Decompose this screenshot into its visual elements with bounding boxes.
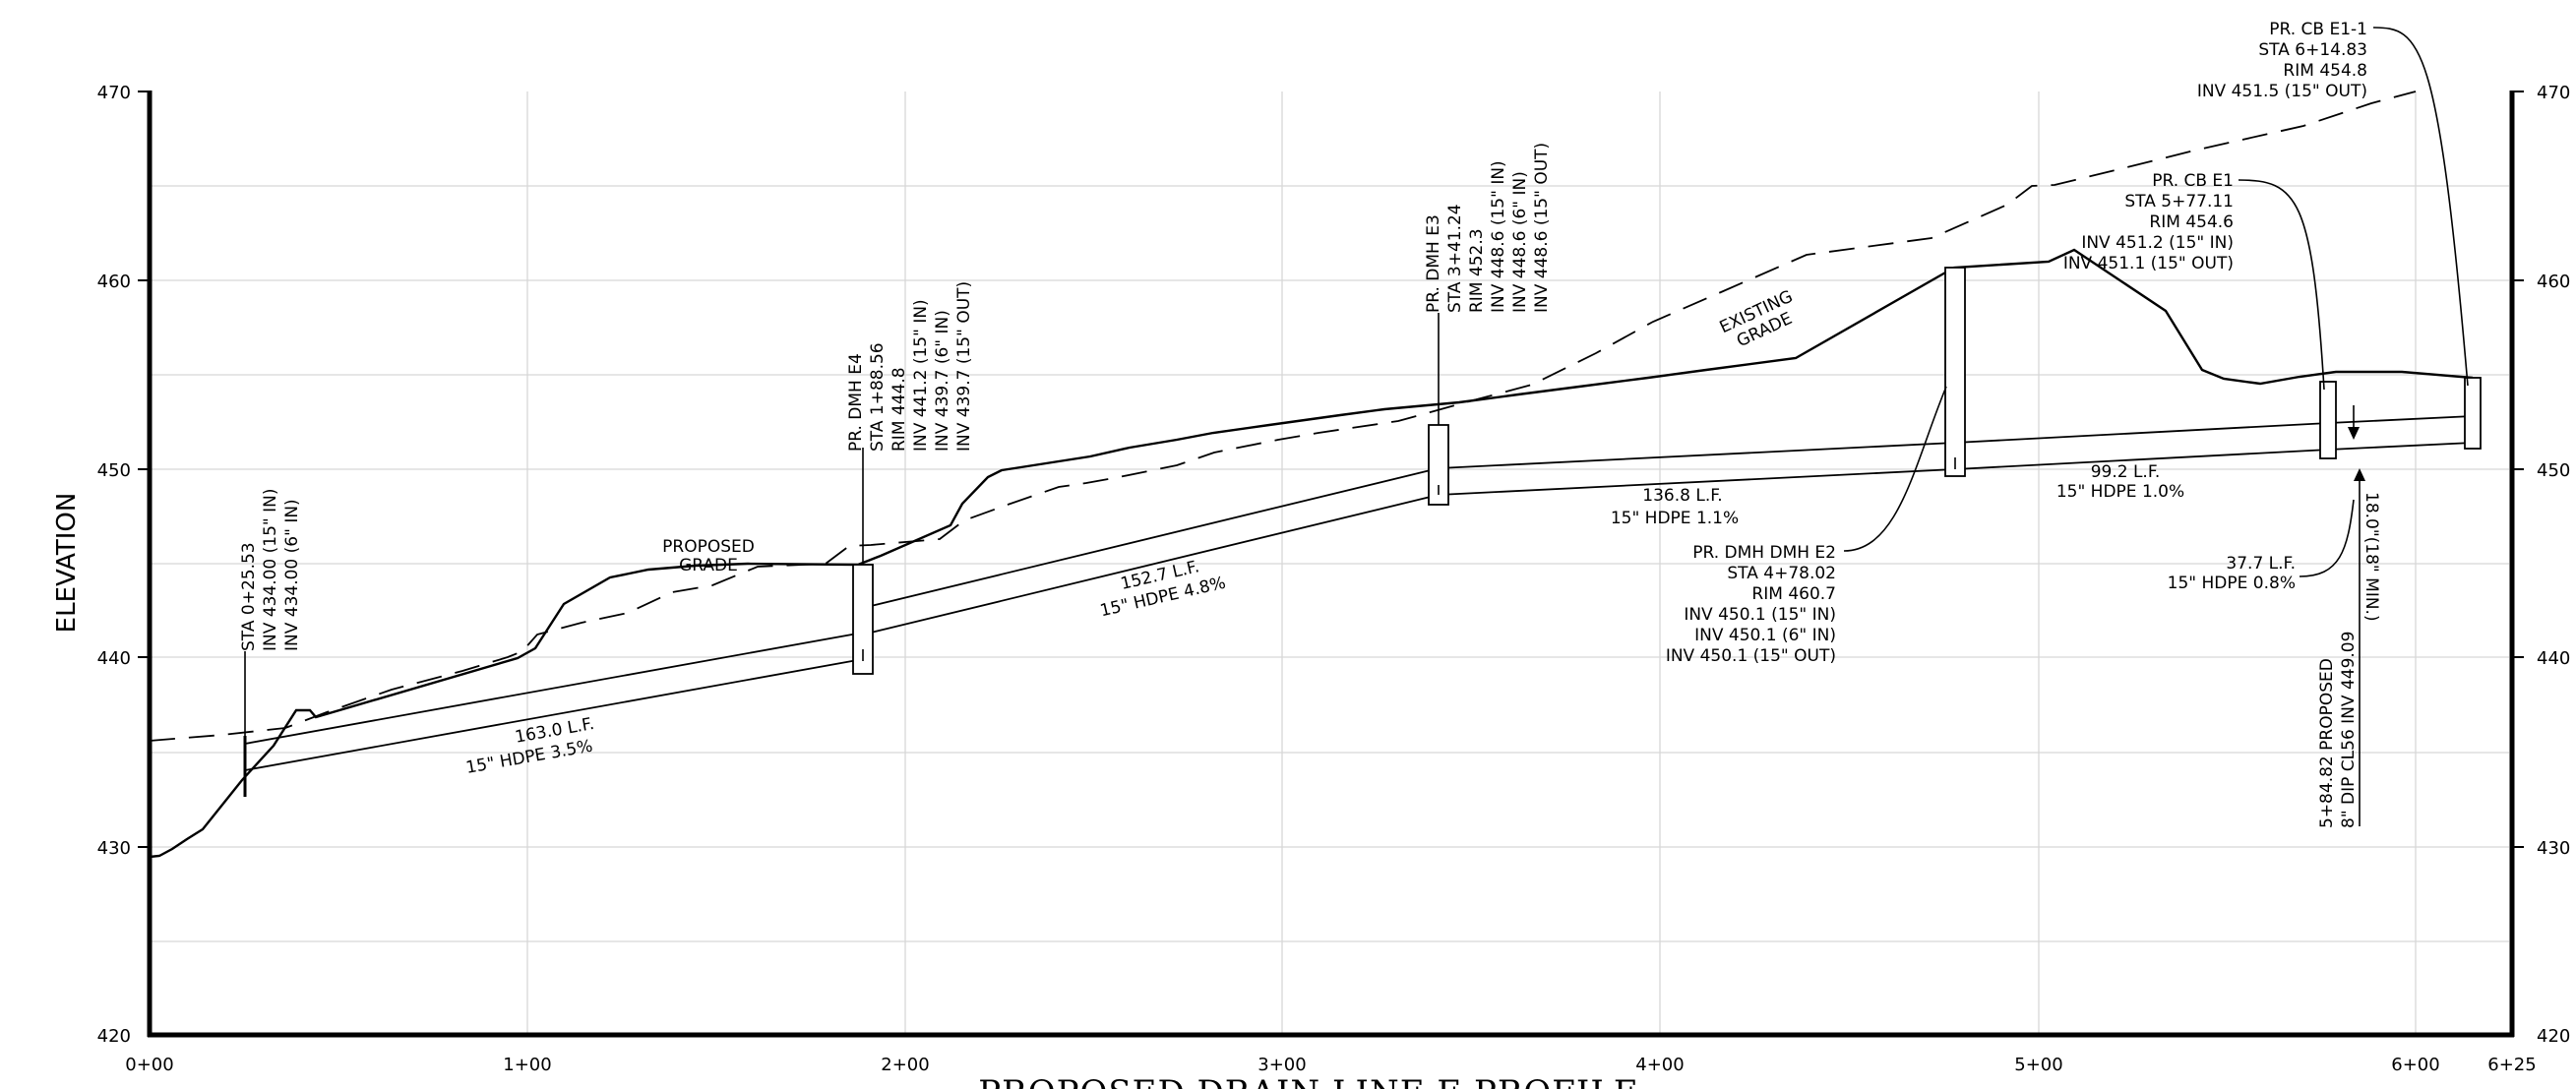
dmh-e4-line-5: INV 439.7 (6" IN)	[933, 310, 952, 452]
elev-label-460-right: 460	[2537, 272, 2570, 292]
pipe-bottom-run-3	[1438, 468, 1956, 496]
proposed-grade-label-2: GRADE	[679, 556, 738, 575]
station-labels: 0+00 1+00 2+00 3+00 4+00 5+00 6+00 6+25	[125, 1055, 2536, 1075]
pipe-top-run-1	[244, 632, 864, 745]
cb-e1-line-4: INV 451.2 (15" IN)	[2081, 233, 2234, 253]
station-label-0: 0+00	[125, 1055, 173, 1075]
dmh-e2-line-4: INV 450.1 (15" IN)	[1684, 605, 1836, 625]
cb-e1-line-3: RIM 454.6	[2149, 212, 2234, 232]
elev-label-420-left: 420	[97, 1026, 131, 1047]
station-label-5: 5+00	[2014, 1055, 2062, 1075]
cb-e1-line-5: INV 451.1 (15" OUT)	[2063, 254, 2234, 273]
cb-e1-line-1: PR. CB E1	[2152, 171, 2234, 191]
cb-e1-1-line-4: INV 451.5 (15" OUT)	[2197, 82, 2367, 101]
catch-basin-e1	[2319, 381, 2337, 459]
clearance-label: 18.0"(18" MIN.)	[2361, 492, 2381, 622]
dmh-e4-line-4: INV 441.2 (15" IN)	[911, 299, 931, 452]
drawing-title: PROPOSED DRAIN LINE E PROFILE	[978, 1073, 1638, 1089]
dmh-e2-line-5: INV 450.1 (6" IN)	[1694, 626, 1836, 645]
elevation-ticks	[138, 91, 2524, 848]
crossing-marks	[2348, 405, 2365, 826]
leaders	[244, 27, 2469, 736]
elev-label-440-right: 440	[2537, 648, 2570, 669]
elev-label-430-left: 430	[97, 838, 131, 859]
plot-frame	[147, 91, 2515, 1038]
crossing-line-1: 5+84.82 PROPOSED	[2317, 658, 2337, 828]
dmh-e3-line-4: INV 448.6 (15" IN)	[1489, 160, 1508, 313]
elevation-axis-label: ELEVATION	[52, 493, 82, 634]
dmh-e4-line-6: INV 439.7 (15" OUT)	[954, 281, 974, 452]
station-label-6: 6+00	[2391, 1055, 2439, 1075]
existing-grade-line	[149, 91, 2417, 742]
pipe-top-run-2	[862, 467, 1440, 609]
cb-e1-1-line-3: RIM 454.8	[2283, 61, 2367, 81]
dmh-e2-line-3: RIM 460.7	[1751, 584, 1836, 604]
manhole-e2	[1944, 267, 1966, 477]
pipe-top-run-5	[2328, 415, 2474, 424]
start-sta-line-3: INV 434.00 (6" IN)	[282, 499, 302, 651]
pipe-run-4-spec: 15" HDPE 1.0%	[2056, 482, 2184, 502]
dmh-e3-line-2: STA 3+41.24	[1445, 204, 1465, 313]
elevation-labels-left: 420 430 440 450 460 470	[97, 83, 131, 1047]
pipe-bottom-run-2	[862, 494, 1440, 635]
crossing-line-2: 8" DIP CL56 INV 449.09	[2339, 632, 2359, 828]
pipe-bottom-run-4	[1954, 449, 2330, 470]
proposed-grade-label-1: PROPOSED	[662, 537, 755, 557]
pipe-run-3-spec: 15" HDPE 1.1%	[1611, 509, 1739, 528]
catch-basin-e1-1	[2464, 377, 2482, 450]
pipe-run-5-spec: 15" HDPE 0.8%	[2168, 574, 2296, 593]
proposed-grade-line	[149, 248, 2474, 859]
station-label-end: 6+25	[2487, 1055, 2536, 1075]
pipe-run-5-length: 37.7 L.F.	[2226, 554, 2296, 574]
pipe-bottom-run-5	[2328, 442, 2474, 451]
pipe-run-3-length: 136.8 L.F.	[1642, 486, 1722, 506]
elev-label-460-left: 460	[97, 272, 131, 292]
cb-e1-1-line-2: STA 6+14.83	[2258, 40, 2367, 60]
pipe-runs	[244, 415, 2474, 771]
elev-label-440-left: 440	[97, 648, 131, 669]
dmh-e4-line-1: PR. DMH E4	[846, 353, 866, 452]
station-label-1: 1+00	[503, 1055, 551, 1075]
start-sta-line-2: INV 434.00 (15" IN)	[261, 488, 280, 651]
cb-e1-1-line-1: PR. CB E1-1	[2269, 20, 2367, 39]
elev-label-450-right: 450	[2537, 460, 2570, 481]
dmh-e3-line-5: INV 448.6 (6" IN)	[1510, 171, 1530, 313]
dmh-e2-line-1: PR. DMH DMH E2	[1692, 543, 1836, 563]
pipe-run-4-length: 99.2 L.F.	[2091, 462, 2161, 482]
dmh-e2-line-2: STA 4+78.02	[1727, 564, 1836, 583]
pipe-top-run-4	[1954, 422, 2330, 444]
elevation-labels-right: 420 430 440 450 460 470	[2537, 83, 2570, 1047]
dmh-e3-line-1: PR. DMH E3	[1424, 214, 1443, 313]
dmh-e3-line-6: INV 448.6 (15" OUT)	[1532, 143, 1552, 313]
dmh-e4-line-2: STA 1+88.56	[868, 342, 888, 452]
elev-label-420-right: 420	[2537, 1026, 2570, 1047]
elev-label-450-left: 450	[97, 460, 131, 481]
elev-label-470-left: 470	[97, 83, 131, 103]
dmh-e3-line-3: RIM 452.3	[1467, 228, 1487, 313]
dmh-e2-line-6: INV 450.1 (15" OUT)	[1666, 646, 1836, 666]
elev-label-470-right: 470	[2537, 83, 2570, 103]
annotations: PROPOSED GRADE EXISTING GRADE STA 0+25.5…	[239, 20, 2381, 828]
grid	[150, 91, 2509, 1035]
start-sta-line-1: STA 0+25.53	[239, 542, 259, 651]
elev-label-430-right: 430	[2537, 838, 2570, 859]
pipe-top-run-3	[1438, 442, 1956, 469]
station-label-4: 4+00	[1635, 1055, 1684, 1075]
pipe-bottom-run-1	[244, 658, 864, 771]
station-label-3: 3+00	[1257, 1055, 1306, 1075]
cb-e1-line-2: STA 5+77.11	[2124, 192, 2234, 212]
dmh-e4-line-3: RIM 444.8	[889, 367, 909, 452]
station-label-2: 2+00	[881, 1055, 929, 1075]
